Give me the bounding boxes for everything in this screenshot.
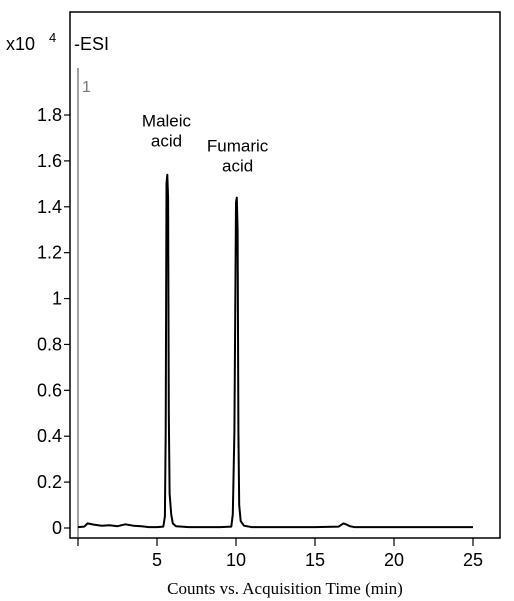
plot-frame xyxy=(69,11,501,539)
peak-annotation: Fumaric acid xyxy=(207,137,269,176)
y-tick-label: 0 xyxy=(52,518,62,538)
y-axis: 0 0.2 0.4 0.6 0.8 1 1.2 1.4 1.6 1.8 xyxy=(37,105,70,538)
scale-exponent: 4 xyxy=(49,30,56,45)
peak-annotation: Maleic acid xyxy=(142,111,192,150)
y-tick-label: 0.8 xyxy=(37,334,62,354)
scale-label: x10 xyxy=(6,34,35,54)
x-axis-label: Counts vs. Acquisition Time (min) xyxy=(167,579,403,598)
x-tick-label: 10 xyxy=(226,550,246,570)
x-tick-label: 5 xyxy=(152,550,162,570)
y-tick-label: 1.4 xyxy=(37,197,62,217)
x-tick-label: 15 xyxy=(305,550,325,570)
y-tick-label: 0.4 xyxy=(37,426,62,446)
x-tick-label: 20 xyxy=(384,550,404,570)
series-layer xyxy=(77,173,473,529)
y-tick-label: 0.6 xyxy=(37,380,62,400)
trace-label: 1 xyxy=(82,79,91,96)
x-tick-label: 25 xyxy=(463,550,483,570)
y-tick-label: 1.6 xyxy=(37,151,62,171)
series-line xyxy=(77,173,473,529)
mode-label: -ESI xyxy=(74,34,109,54)
y-tick-label: 1.2 xyxy=(37,243,62,263)
y-tick-label: 0.2 xyxy=(37,472,62,492)
annotation-layer: Maleic acid Fumaric acid xyxy=(142,111,269,175)
x-axis: 5 10 15 20 25 xyxy=(77,538,483,570)
y-tick-label: 1.8 xyxy=(37,105,62,125)
y-tick-label: 1 xyxy=(52,289,62,309)
